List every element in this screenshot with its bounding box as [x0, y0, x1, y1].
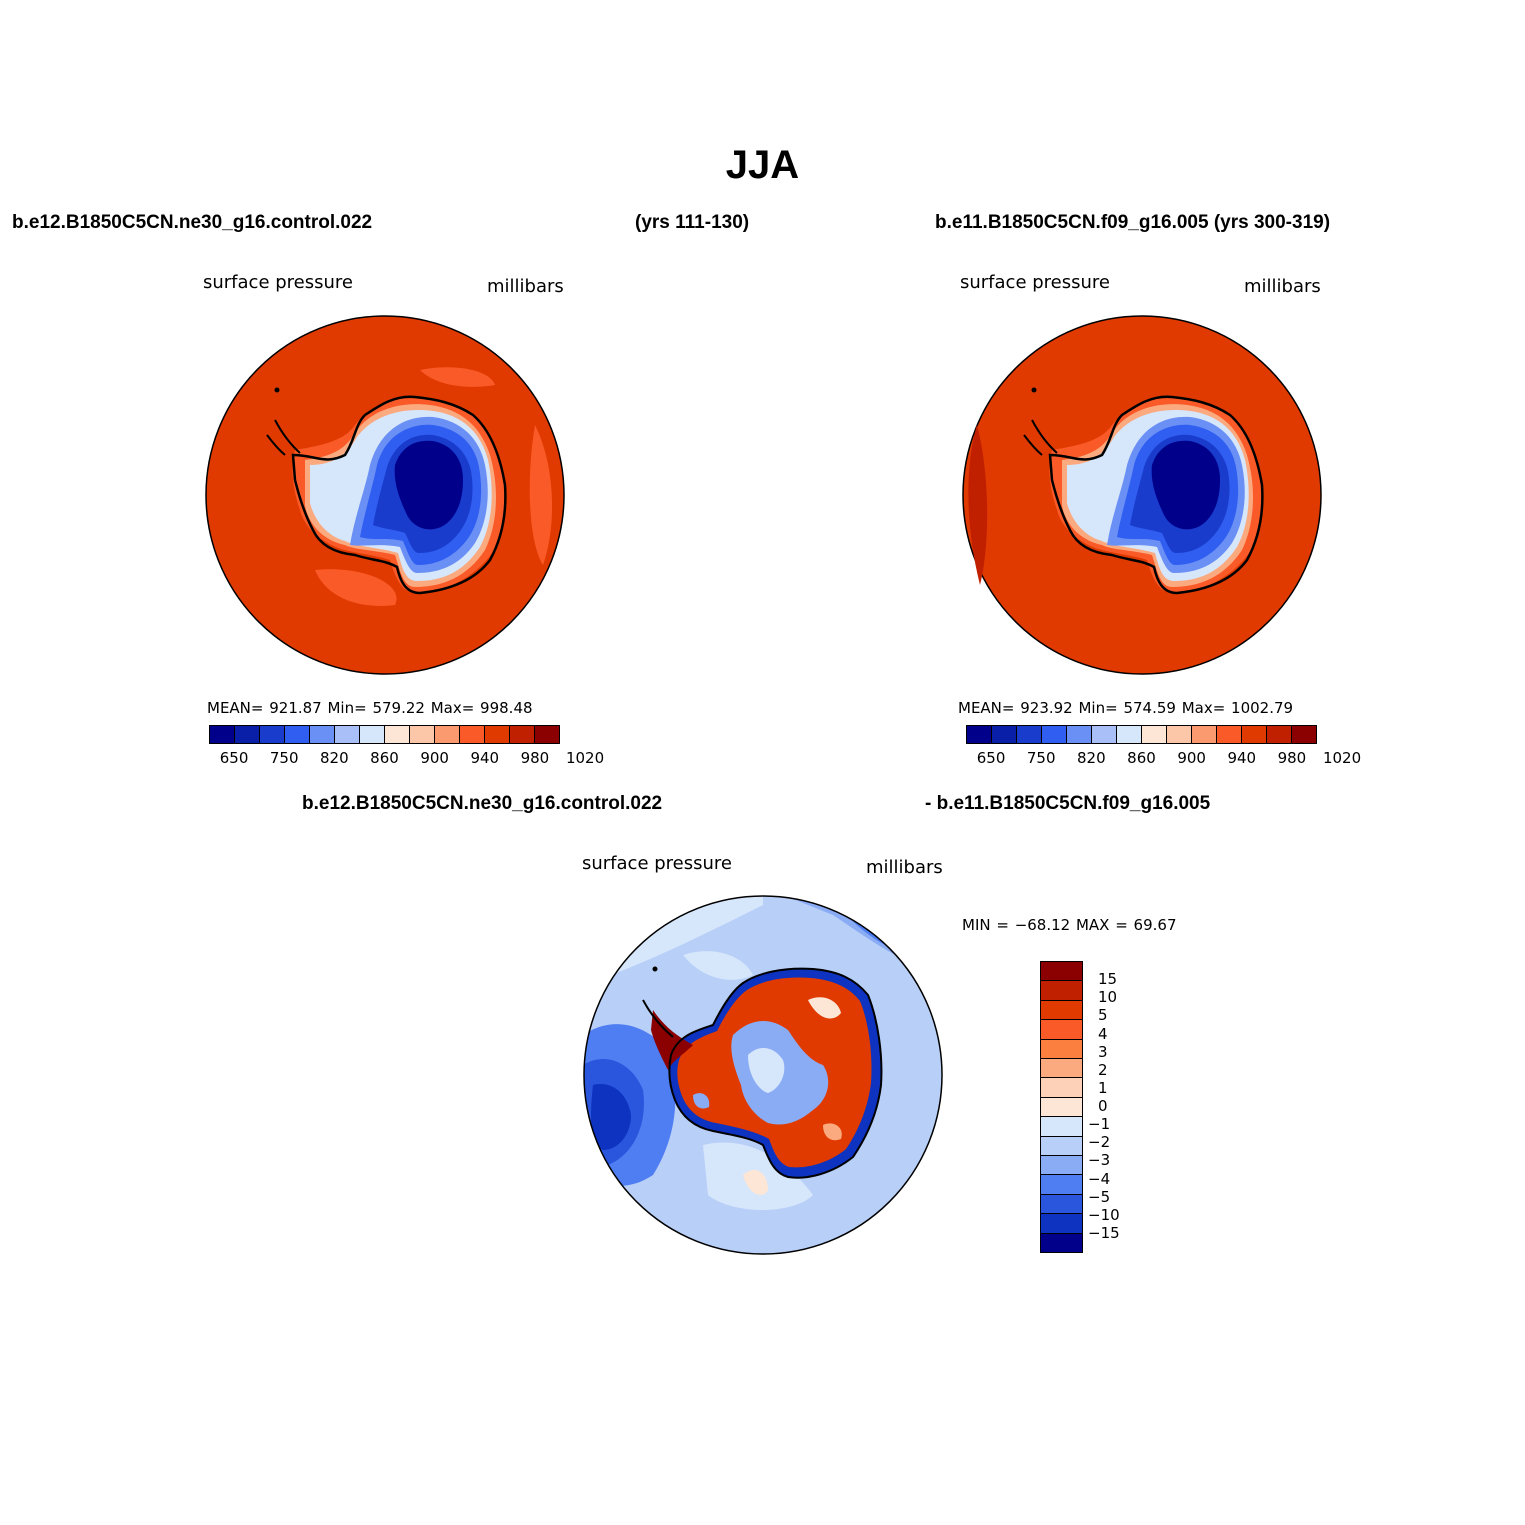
colorbar-swatch [510, 726, 535, 743]
colorbar-swatch [1041, 1194, 1082, 1215]
colorbar-swatch [1067, 726, 1092, 743]
colorbar-swatch [460, 726, 485, 743]
colorbar-tick-label: 5 [1098, 1006, 1108, 1025]
colorbar-tick-label: −10 [1088, 1205, 1120, 1224]
colorbar-swatch [485, 726, 510, 743]
colorbar-tick-label: 10 [1098, 988, 1118, 1007]
colorbar-swatch [1041, 1175, 1082, 1195]
colorbar-swatch [1041, 981, 1082, 1001]
colorbar-tick-label: 750 [269, 749, 299, 767]
colorbar-swatch [1041, 1117, 1082, 1137]
colorbar-tick-label: 820 [1077, 749, 1106, 767]
panel2-stats: MEAN= 923.92 Min= 574.59 Max= 1002.79 [958, 699, 1294, 717]
panel1-units-label: millibars [487, 276, 564, 297]
panel1-polar-map [205, 315, 565, 675]
colorbar-swatch [435, 726, 460, 743]
panel2-colorbar [966, 725, 1317, 744]
colorbar-swatch [1292, 726, 1316, 743]
colorbar-tick-label: −1 [1088, 1115, 1111, 1134]
diff-colorbar [1040, 961, 1083, 1253]
colorbar-swatch [410, 726, 435, 743]
colorbar-swatch [310, 726, 335, 743]
colorbar-swatch [1041, 1059, 1082, 1079]
figure-title: JJA [725, 143, 800, 187]
colorbar-swatch [210, 726, 235, 743]
colorbar-tick-label: −4 [1088, 1169, 1111, 1188]
diff-colorbar-ticks: 15 10 5 4 3 2 1 0 −1 −2 −3 −4 −5 −10 −15 [1088, 961, 1152, 1251]
colorbar-tick-label: 860 [370, 749, 399, 767]
diff-stats: MIN = −68.12 MAX = 69.67 [962, 916, 1177, 934]
colorbar-tick-label: −15 [1088, 1223, 1120, 1242]
colorbar-swatch [1041, 1039, 1082, 1060]
colorbar-swatch [1041, 1078, 1082, 1098]
colorbar-tick-label: 900 [420, 749, 449, 767]
diff-units-label: millibars [866, 857, 943, 878]
colorbar-tick-label: 1 [1098, 1078, 1108, 1097]
colorbar-swatch [1267, 726, 1292, 743]
left-case-label: b.e12.B1850C5CN.ne30_g16.control.022 [12, 212, 373, 233]
colorbar-tick-label: −2 [1088, 1133, 1111, 1152]
left-years-label: (yrs 111-130) [635, 212, 750, 233]
colorbar-swatch [1041, 1214, 1082, 1234]
colorbar-swatch [360, 726, 385, 743]
colorbar-swatch [1042, 726, 1067, 743]
colorbar-tick-label: 900 [1177, 749, 1206, 767]
diff-case-b-label: - b.e11.B1850C5CN.f09_g16.005 [925, 793, 1211, 814]
diff-variable-label: surface pressure [582, 853, 732, 874]
colorbar-tick-label: −3 [1088, 1151, 1111, 1170]
colorbar-swatch [1041, 962, 1082, 982]
colorbar-tick-label: −5 [1088, 1187, 1111, 1206]
colorbar-tick-label: 15 [1098, 970, 1118, 989]
panel2-polar-map [962, 315, 1322, 675]
colorbar-swatch [1041, 1020, 1082, 1040]
panel2-units-label: millibars [1244, 276, 1321, 297]
colorbar-swatch [235, 726, 260, 743]
colorbar-tick-label: 2 [1098, 1060, 1108, 1079]
colorbar-swatch [1092, 726, 1117, 743]
diff-polar-map [583, 895, 943, 1255]
panel1-stats: MEAN= 921.87 Min= 579.22 Max= 998.48 [207, 699, 533, 717]
colorbar-swatch [1217, 726, 1242, 743]
colorbar-swatch [1017, 726, 1042, 743]
colorbar-swatch [1142, 726, 1167, 743]
colorbar-tick-label: 860 [1127, 749, 1156, 767]
colorbar-tick-label: 3 [1098, 1042, 1108, 1061]
colorbar-swatch [285, 726, 310, 743]
colorbar-tick-label: 980 [520, 749, 550, 767]
panel2-colorbar-ticks: 650 750 820 860 900 940 980 1020 [966, 749, 1361, 769]
colorbar-swatch [1041, 1097, 1082, 1118]
colorbar-tick-label: 820 [320, 749, 349, 767]
colorbar-tick-label: 650 [976, 749, 1006, 767]
colorbar-swatch [1117, 726, 1142, 743]
colorbar-swatch [1167, 726, 1192, 743]
colorbar-swatch [967, 726, 992, 743]
panel1-colorbar-ticks: 650 750 820 860 900 940 980 1020 [209, 749, 604, 769]
colorbar-swatch [1041, 1156, 1082, 1176]
colorbar-tick-label: 1020 [565, 749, 605, 767]
right-case-label: b.e11.B1850C5CN.f09_g16.005 (yrs 300-319… [935, 212, 1331, 233]
colorbar-swatch [1041, 1233, 1082, 1253]
colorbar-tick-label: 940 [1227, 749, 1257, 767]
colorbar-tick-label: 980 [1277, 749, 1307, 767]
colorbar-swatch [260, 726, 285, 743]
colorbar-tick-label: 650 [219, 749, 249, 767]
colorbar-swatch [1242, 726, 1267, 743]
colorbar-swatch [385, 726, 410, 743]
colorbar-tick-label: 940 [470, 749, 500, 767]
colorbar-tick-label: 4 [1098, 1024, 1108, 1043]
colorbar-swatch [535, 726, 559, 743]
panel1-variable-label: surface pressure [203, 272, 353, 293]
colorbar-tick-label: 0 [1098, 1097, 1108, 1115]
colorbar-tick-label: 750 [1026, 749, 1056, 767]
colorbar-tick-label: 1020 [1322, 749, 1362, 767]
diff-case-a-label: b.e12.B1850C5CN.ne30_g16.control.022 [302, 793, 663, 814]
colorbar-swatch [992, 726, 1017, 743]
colorbar-swatch [1041, 1136, 1082, 1157]
colorbar-swatch [1192, 726, 1217, 743]
colorbar-swatch [1041, 1000, 1082, 1021]
colorbar-swatch [335, 726, 360, 743]
panel2-variable-label: surface pressure [960, 272, 1110, 293]
panel1-colorbar [209, 725, 560, 744]
